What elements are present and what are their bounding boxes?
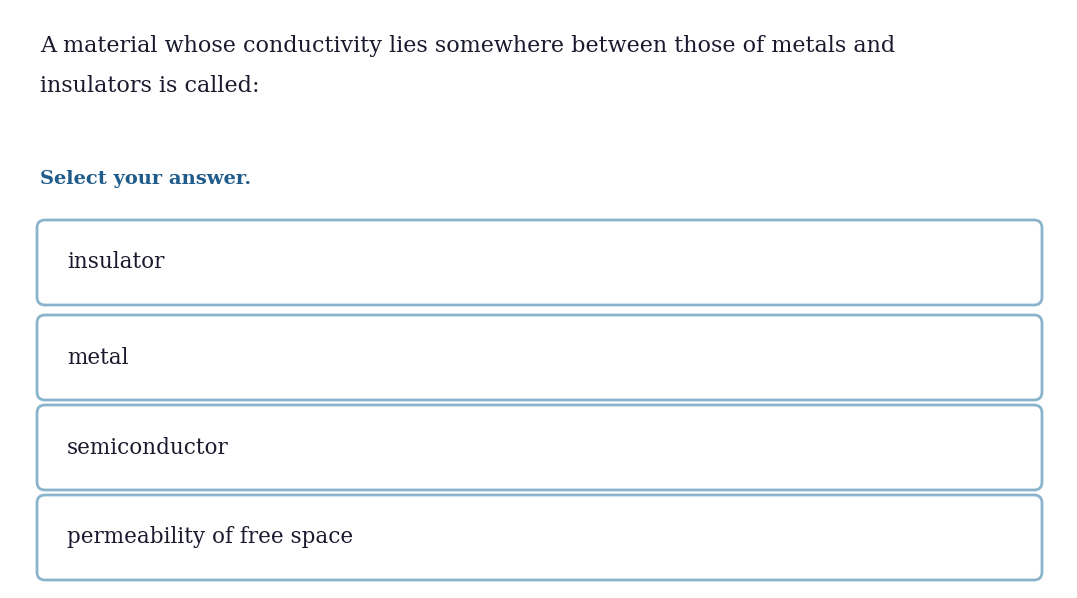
Text: permeability of free space: permeability of free space (67, 526, 353, 548)
Text: insulators is called:: insulators is called: (40, 75, 260, 97)
Text: Select your answer.: Select your answer. (40, 170, 251, 188)
Text: semiconductor: semiconductor (67, 437, 228, 459)
FancyBboxPatch shape (37, 405, 1043, 490)
Text: A material whose conductivity lies somewhere between those of metals and: A material whose conductivity lies somew… (40, 35, 895, 57)
Text: metal: metal (67, 346, 128, 368)
FancyBboxPatch shape (37, 495, 1043, 580)
Text: insulator: insulator (67, 252, 165, 273)
FancyBboxPatch shape (37, 220, 1043, 305)
FancyBboxPatch shape (37, 315, 1043, 400)
